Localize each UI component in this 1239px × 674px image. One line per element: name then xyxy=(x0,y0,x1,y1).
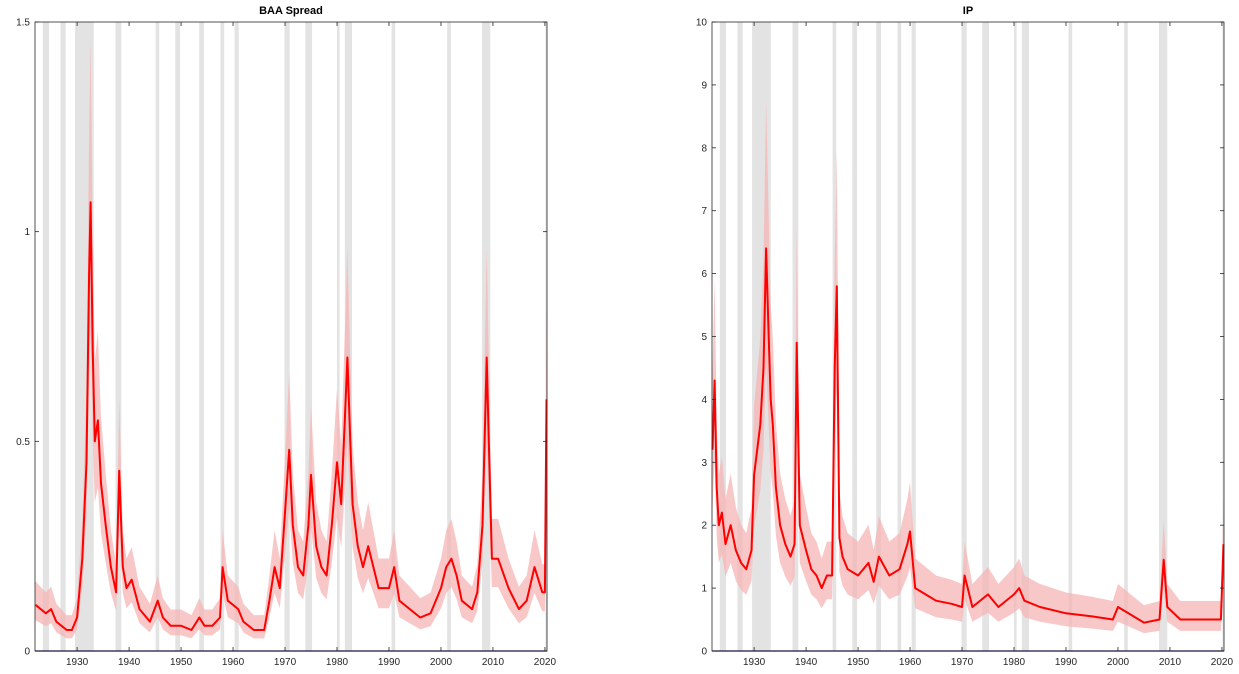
ip-xtick-label: 2020 xyxy=(1211,657,1234,668)
ip-recession-band-7 xyxy=(897,22,902,651)
baa-recession-band-1 xyxy=(60,22,66,651)
baa-recession-band-7 xyxy=(220,22,225,651)
baa-recession-band-4 xyxy=(155,22,160,651)
ip-ytick-label: 5 xyxy=(701,332,707,343)
baa-ytick-label: 1.5 xyxy=(16,18,30,29)
baa-ytick-label: 0.5 xyxy=(16,437,30,448)
ip-ytick-label: 10 xyxy=(696,18,708,29)
baa-xtick-label: 2000 xyxy=(430,657,453,668)
baa-recession-band-0 xyxy=(42,22,50,651)
baa-recession-band-8 xyxy=(234,22,239,651)
baa-recession-band-3 xyxy=(115,22,122,651)
ip-xtick-label: 1980 xyxy=(1003,657,1026,668)
ip-xtick-label: 2000 xyxy=(1107,657,1130,668)
baa-xtick-label: 1940 xyxy=(118,657,141,668)
baa-confidence-band xyxy=(35,37,547,639)
baa-recession-band-16 xyxy=(545,22,547,651)
ip-xtick-label: 1960 xyxy=(899,657,922,668)
baa-xtick-label: 1960 xyxy=(222,657,245,668)
baa-spread-chart: 1930 1940 1950 1960 1970 1980 1990 2000 2010 2020… xyxy=(16,5,556,668)
baa-xtick-label: 2010 xyxy=(482,657,505,668)
ip-ytick-label: 9 xyxy=(701,80,707,91)
ip-xtick-label: 2010 xyxy=(1159,657,1182,668)
baa-xtick-label: 1930 xyxy=(66,657,89,668)
ip-series-line xyxy=(711,247,1225,624)
ip-ytick-label: 8 xyxy=(701,143,707,154)
baa-series-line xyxy=(34,201,548,631)
ip-ytick-label: 7 xyxy=(701,206,707,217)
ip-recession-band-8 xyxy=(911,22,916,651)
ip-ytick-label: 6 xyxy=(701,269,707,280)
baa-recession-band-13 xyxy=(391,22,396,651)
ip-recession-band-1 xyxy=(737,22,743,651)
ip-recession-band-11 xyxy=(1014,22,1017,651)
ip-recession-band-12 xyxy=(1021,22,1030,651)
baa-recession-band-11 xyxy=(337,22,340,651)
ip-chart-title: IP xyxy=(963,5,973,17)
baa-xtick-label: 2020 xyxy=(534,657,557,668)
baa-recession-band-14 xyxy=(447,22,451,651)
ip-xtick-label: 1950 xyxy=(847,657,870,668)
baa-xtick-label: 1980 xyxy=(326,657,349,668)
baa-recession-band-5 xyxy=(175,22,181,651)
ip-ytick-label: 1 xyxy=(701,584,707,595)
ip-recession-band-13 xyxy=(1068,22,1073,651)
baa-xtick-label: 1950 xyxy=(170,657,193,668)
ip-recession-band-9 xyxy=(961,22,967,651)
ip-chart: 1930 1940 1950 1960 1970 1980 1990 2000 2010 2020… xyxy=(696,5,1234,668)
ip-ytick-label: 3 xyxy=(701,458,707,469)
baa-ytick-label: 0 xyxy=(24,647,30,658)
ip-recession-band-0 xyxy=(719,22,727,651)
ip-ytick-label: 0 xyxy=(701,647,707,658)
ip-recession-band-5 xyxy=(852,22,858,651)
ip-xtick-label: 1990 xyxy=(1055,657,1078,668)
baa-axes-box xyxy=(34,21,548,652)
baa-xtick-label: 1970 xyxy=(274,657,297,668)
baa-chart-title: BAA Spread xyxy=(259,5,323,17)
baa-recession-band-10 xyxy=(305,22,313,651)
ip-recession-band-3 xyxy=(792,22,799,651)
ip-xtick-label: 1970 xyxy=(951,657,974,668)
ip-recession-band-15 xyxy=(1159,22,1168,651)
ip-ytick-label: 4 xyxy=(701,395,707,406)
ip-confidence-band xyxy=(712,100,1224,634)
baa-recession-band-6 xyxy=(199,22,204,651)
ip-recession-band-14 xyxy=(1124,22,1128,651)
baa-ytick-label: 1 xyxy=(24,227,30,238)
ip-xtick-label: 1940 xyxy=(795,657,818,668)
ip-xtick-label: 1930 xyxy=(743,657,766,668)
baa-recession-band-9 xyxy=(284,22,290,651)
ip-ytick-label: 2 xyxy=(701,521,707,532)
ip-recession-band-10 xyxy=(982,22,990,651)
ip-recession-band-6 xyxy=(876,22,881,651)
baa-xtick-label: 1990 xyxy=(378,657,401,668)
